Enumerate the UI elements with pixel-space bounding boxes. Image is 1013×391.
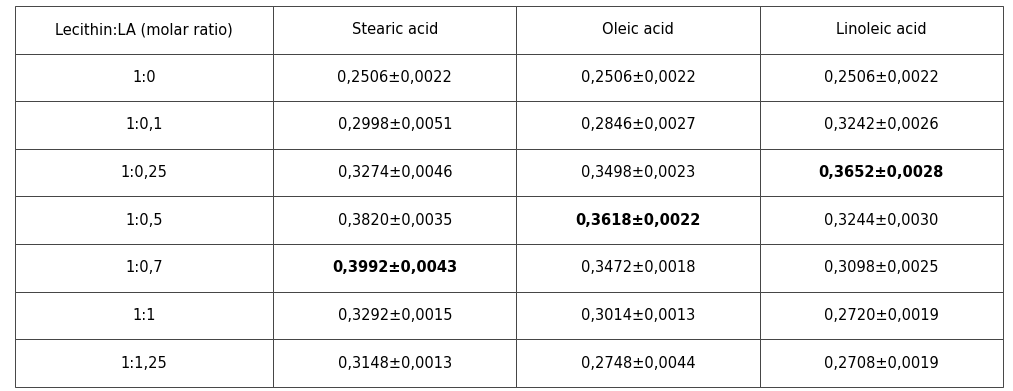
Bar (760, 196, 1003, 244)
Bar (760, 54, 1003, 101)
Bar (274, 101, 517, 149)
Text: 0,3292±0,0015: 0,3292±0,0015 (337, 308, 452, 323)
Bar (760, 339, 1003, 387)
Text: 0,3242±0,0026: 0,3242±0,0026 (824, 118, 939, 133)
Text: Lecithin:LA (molar ratio): Lecithin:LA (molar ratio) (56, 22, 233, 37)
Text: 0,2506±0,0022: 0,2506±0,0022 (337, 70, 453, 85)
Bar (517, 6, 760, 54)
Text: 0,2998±0,0051: 0,2998±0,0051 (337, 118, 452, 133)
Bar (15, 292, 274, 339)
Text: 0,3098±0,0025: 0,3098±0,0025 (824, 260, 938, 275)
Bar (517, 292, 760, 339)
Bar (760, 244, 1003, 292)
Bar (274, 54, 517, 101)
Text: 0,3014±0,0013: 0,3014±0,0013 (580, 308, 695, 323)
Text: 0,3618±0,0022: 0,3618±0,0022 (575, 213, 701, 228)
Bar (15, 101, 274, 149)
Text: 0,3472±0,0018: 0,3472±0,0018 (580, 260, 695, 275)
Text: Oleic acid: Oleic acid (602, 22, 674, 37)
Text: 1:0,25: 1:0,25 (121, 165, 168, 180)
Text: 0,3652±0,0028: 0,3652±0,0028 (819, 165, 944, 180)
Bar (15, 244, 274, 292)
Text: 1:0,5: 1:0,5 (126, 213, 163, 228)
Text: 0,2846±0,0027: 0,2846±0,0027 (580, 118, 696, 133)
Text: 0,3244±0,0030: 0,3244±0,0030 (825, 213, 938, 228)
Text: 0,3820±0,0035: 0,3820±0,0035 (337, 213, 452, 228)
Text: 1:0: 1:0 (133, 70, 156, 85)
Text: 0,3148±0,0013: 0,3148±0,0013 (337, 356, 452, 371)
Bar (15, 6, 274, 54)
Text: 1:0,1: 1:0,1 (126, 118, 163, 133)
Text: 1:1: 1:1 (133, 308, 156, 323)
Text: 0,2748±0,0044: 0,2748±0,0044 (580, 356, 695, 371)
Text: Stearic acid: Stearic acid (352, 22, 438, 37)
Bar (760, 149, 1003, 196)
Bar (274, 149, 517, 196)
Bar (760, 6, 1003, 54)
Bar (15, 339, 274, 387)
Text: 0,2506±0,0022: 0,2506±0,0022 (824, 70, 939, 85)
Text: 0,2720±0,0019: 0,2720±0,0019 (824, 308, 939, 323)
Bar (274, 292, 517, 339)
Text: 0,2506±0,0022: 0,2506±0,0022 (580, 70, 696, 85)
Bar (274, 6, 517, 54)
Bar (517, 196, 760, 244)
Text: 0,3498±0,0023: 0,3498±0,0023 (580, 165, 695, 180)
Bar (517, 244, 760, 292)
Bar (274, 339, 517, 387)
Text: 1:0,7: 1:0,7 (126, 260, 163, 275)
Text: 0,3274±0,0046: 0,3274±0,0046 (337, 165, 452, 180)
Bar (15, 54, 274, 101)
Text: Linoleic acid: Linoleic acid (836, 22, 927, 37)
Bar (517, 101, 760, 149)
Bar (274, 244, 517, 292)
Text: 0,2708±0,0019: 0,2708±0,0019 (824, 356, 939, 371)
Bar (517, 149, 760, 196)
Text: 1:1,25: 1:1,25 (121, 356, 167, 371)
Bar (517, 54, 760, 101)
Bar (760, 101, 1003, 149)
Bar (15, 149, 274, 196)
Bar (517, 339, 760, 387)
Text: 0,3992±0,0043: 0,3992±0,0043 (332, 260, 458, 275)
Bar (15, 196, 274, 244)
Bar (274, 196, 517, 244)
Bar (760, 292, 1003, 339)
